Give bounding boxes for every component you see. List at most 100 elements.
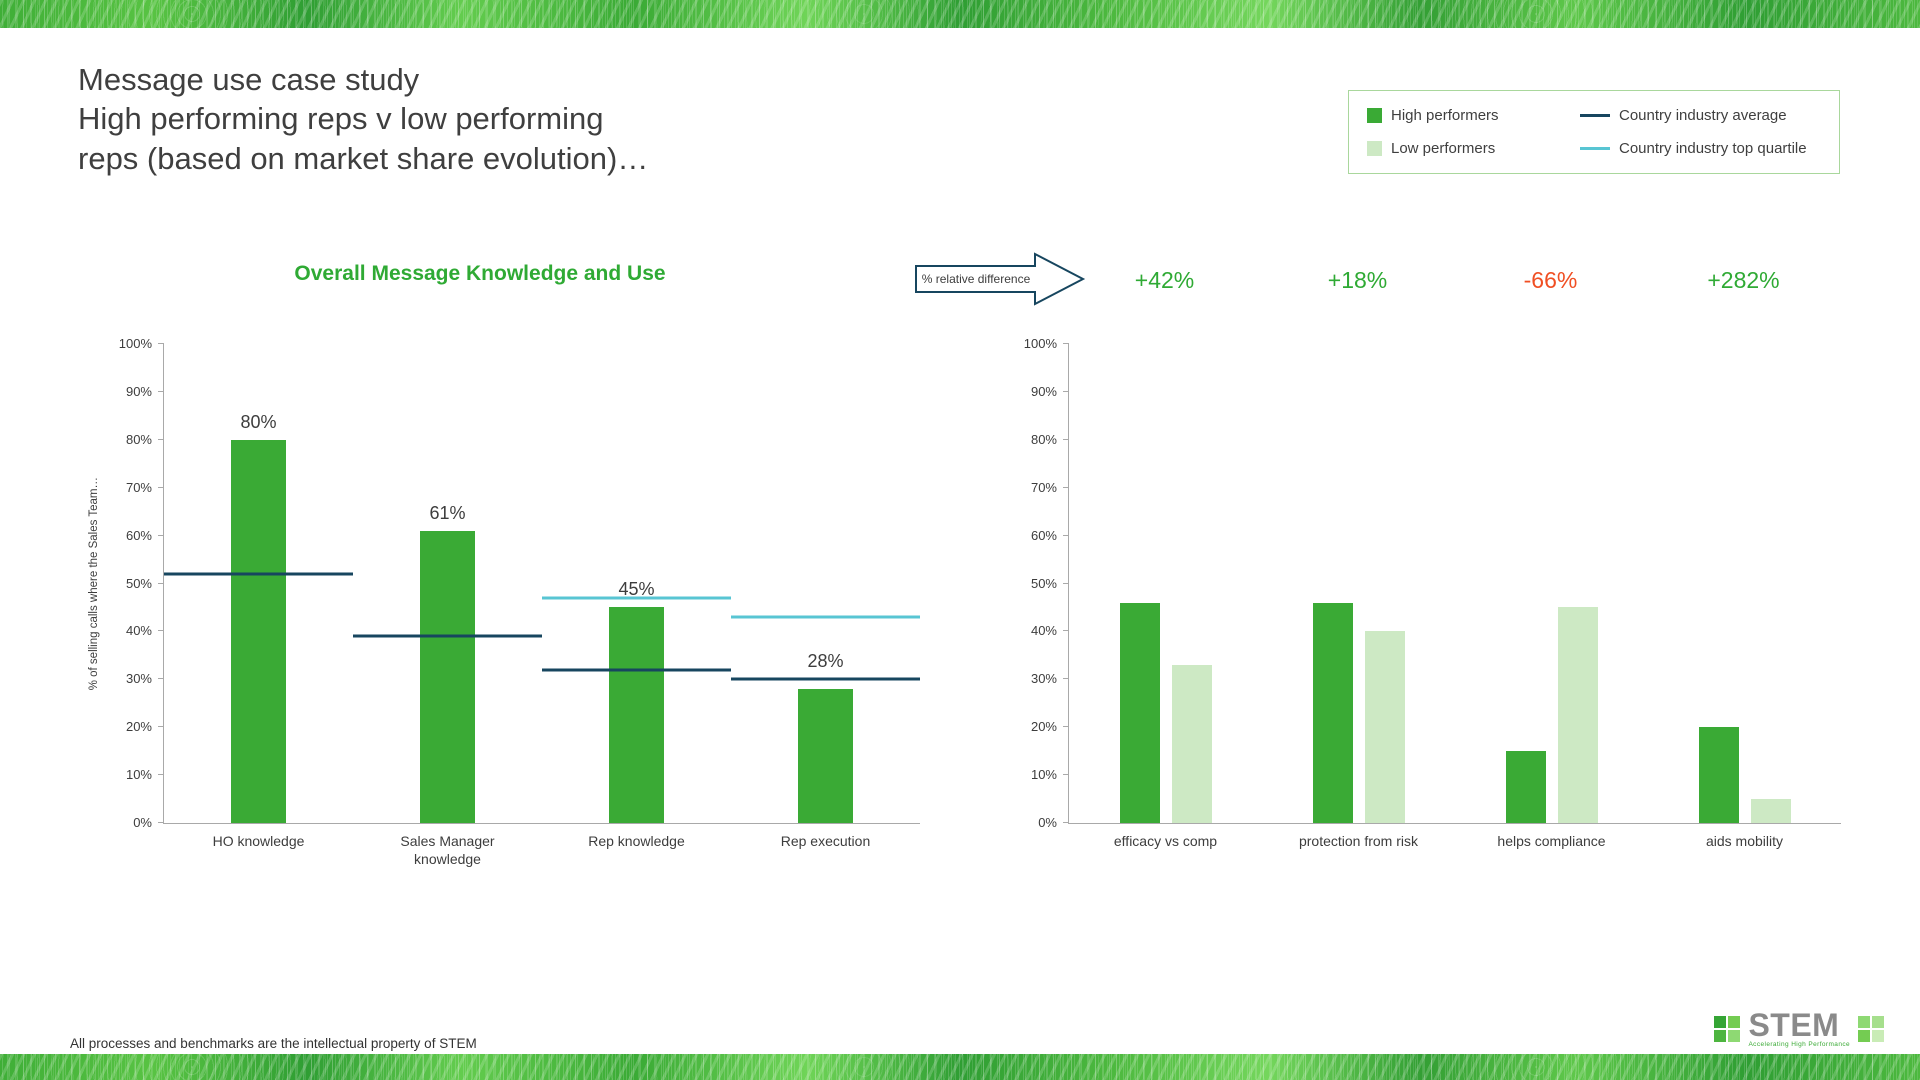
relative-difference-arrow-label: % relative difference <box>922 272 1031 286</box>
y-tick-label: 50% <box>125 575 152 591</box>
category-cell-aids-mobility: aids mobility <box>1648 344 1841 849</box>
y-tick-label: 40% <box>125 623 152 639</box>
benchmark-line-country-industry-average <box>164 572 353 576</box>
left-chart-y-axis-title-text: % of selling calls where the Sales Team… <box>88 476 100 691</box>
y-tick-mark <box>1063 726 1069 728</box>
legend-label: Country industry average <box>1619 107 1787 124</box>
x-axis-label-efficacy-vs-comp: efficacy vs comp <box>1113 833 1218 849</box>
y-tick-label: 20% <box>125 719 152 735</box>
relative-difference-value: +18% <box>1327 266 1388 293</box>
bar-high-performers <box>420 530 475 823</box>
legend-item-country-industry-average: Country industry average <box>1580 107 1821 124</box>
y-tick-label: 60% <box>1030 527 1057 543</box>
stem-logo: STEM Accelerating High Performance <box>1714 1007 1884 1049</box>
slide-title-line-1: Message use case study <box>78 62 420 97</box>
y-tick-label: 80% <box>1030 431 1057 447</box>
y-tick-label: 100% <box>1023 336 1057 351</box>
legend-label: High performers <box>1391 107 1499 124</box>
legend-item-low-performers: Low performers <box>1367 140 1572 157</box>
y-tick-label: 50% <box>1030 575 1057 591</box>
bar-high-performers <box>1312 602 1353 823</box>
x-axis-label-rep-execution: Rep execution <box>780 833 871 849</box>
bar-low-performers <box>1364 631 1405 823</box>
y-tick-mark <box>1063 630 1069 632</box>
y-tick-label: 30% <box>1030 671 1057 687</box>
legend-swatch-square-icon <box>1367 108 1382 123</box>
y-tick-mark <box>1063 678 1069 680</box>
left-chart-title: Overall Message Knowledge and Use <box>294 262 666 285</box>
top-decorative-banner <box>0 0 1920 28</box>
relative-difference-arrow-shape: % relative difference <box>915 252 1086 306</box>
bar-high-performers <box>1698 727 1739 823</box>
x-axis-label-aids-mobility: aids mobility <box>1705 833 1784 849</box>
y-tick-label: 30% <box>125 671 152 687</box>
bar-low-performers <box>1750 799 1791 823</box>
right-bar-chart: 0% 10% 20% 30% 40% 50% 60% 70% 80% 90% 100% efficac… <box>1024 337 1841 849</box>
slide-title: Message use case study High performing r… <box>78 60 648 178</box>
y-tick-label: 0% <box>133 815 152 830</box>
legend-label: Low performers <box>1391 140 1496 157</box>
legend-swatch-line-icon <box>1580 147 1610 150</box>
bar-high-performers <box>609 607 664 823</box>
x-axis-label-protection-from-risk: protection from risk <box>1298 833 1419 849</box>
relative-difference-values: +42% +18% -66% +282% <box>1068 264 1840 296</box>
y-tick-label: 90% <box>1030 383 1057 399</box>
category-cell-sales-manager-knowledge: 61% Sales Manager knowledge <box>353 344 542 867</box>
y-tick-label: 0% <box>1038 815 1057 830</box>
x-axis-label-ho-knowledge: HO knowledge <box>212 833 305 849</box>
bar-value-label: 28% <box>807 651 844 672</box>
benchmark-line-country-industry-average <box>731 677 920 681</box>
relative-difference-value: +282% <box>1707 266 1780 293</box>
bar-value-label: 80% <box>240 411 277 432</box>
legend-item-country-industry-top-quartile: Country industry top quartile <box>1580 140 1821 157</box>
category-cell-protection-from-risk: protection from risk <box>1262 344 1455 849</box>
y-tick-mark <box>1063 486 1069 488</box>
y-tick-mark <box>158 438 164 440</box>
x-axis-label-helps-compliance: helps compliance <box>1497 833 1606 849</box>
stem-logo-squares-left-icon <box>1714 1016 1741 1043</box>
y-tick-mark <box>1063 774 1069 776</box>
y-tick-label: 80% <box>125 431 152 447</box>
stem-logo-tagline: Accelerating High Performance <box>1748 1041 1850 1049</box>
bar-high-performers <box>1119 602 1160 823</box>
bar-high-performers <box>1505 751 1546 823</box>
legend-label: Country industry top quartile <box>1619 140 1807 157</box>
y-tick-label: 100% <box>118 336 152 351</box>
bar-value-label: 45% <box>618 579 655 600</box>
y-tick-mark <box>158 390 164 392</box>
legend-item-high-performers: High performers <box>1367 107 1572 124</box>
bottom-decorative-banner <box>0 1054 1920 1080</box>
benchmark-line-country-industry-average <box>353 634 542 638</box>
category-cell-efficacy-vs-comp: efficacy vs comp <box>1069 344 1262 849</box>
y-tick-label: 70% <box>125 479 152 495</box>
y-tick-mark <box>1063 390 1069 392</box>
benchmark-line-country-industry-average <box>542 668 731 672</box>
legend-swatch-square-icon <box>1367 141 1382 156</box>
y-tick-label: 20% <box>1030 719 1057 735</box>
y-tick-mark <box>1063 534 1069 536</box>
relative-difference-value: -66% <box>1523 266 1578 293</box>
relative-difference-arrow: % relative difference <box>914 250 1086 313</box>
x-axis-label-rep-knowledge: Rep knowledge <box>588 833 685 849</box>
slide-title-line-2: High performing reps v low performing <box>78 101 604 137</box>
y-tick-mark <box>158 582 164 584</box>
y-tick-mark <box>1063 822 1069 823</box>
benchmark-line-country-industry-top-quartile <box>542 596 731 600</box>
y-tick-label: 10% <box>125 767 152 783</box>
y-tick-mark <box>1063 582 1069 584</box>
y-tick-mark <box>158 678 164 680</box>
legend-swatch-line-icon <box>1580 114 1610 117</box>
y-tick-mark <box>158 822 164 823</box>
bar-value-label: 61% <box>429 502 466 523</box>
chart-legend: High performers Country industry average L… <box>1348 90 1840 174</box>
stem-logo-text: STEM <box>1748 1007 1840 1043</box>
y-tick-label: 70% <box>1030 479 1057 495</box>
y-tick-mark <box>158 343 164 344</box>
bar-low-performers <box>1557 607 1598 823</box>
category-cell-rep-execution: 28% Rep execution <box>731 344 920 849</box>
category-cell-helps-compliance: helps compliance <box>1455 344 1648 849</box>
y-tick-mark <box>158 534 164 536</box>
arrow-outline <box>915 252 1086 306</box>
y-tick-mark <box>1063 343 1069 344</box>
footer-disclaimer: All processes and benchmarks are the int… <box>70 1036 477 1051</box>
